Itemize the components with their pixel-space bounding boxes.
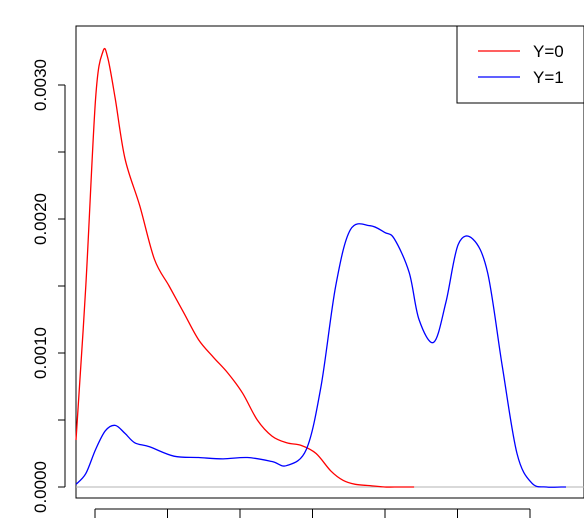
y-tick-label: 0.0000 <box>31 461 50 513</box>
x-axis <box>94 508 531 518</box>
y-tick-label: 0.0030 <box>31 59 50 111</box>
y-axis: 0.0000 0.0010 0.0020 0.0030 <box>31 59 66 513</box>
series-line-y0 <box>75 47 415 488</box>
legend-label-y1: Y=1 <box>533 68 564 87</box>
legend: Y=0 Y=1 <box>456 25 584 104</box>
legend-label-y0: Y=0 <box>533 42 564 61</box>
y-tick-label: 0.0020 <box>31 193 50 245</box>
series-layer <box>75 47 567 488</box>
legend-box <box>456 25 584 104</box>
plot-frame <box>75 25 584 499</box>
y-tick-label: 0.0010 <box>31 327 50 379</box>
series-line-y1 <box>75 223 567 488</box>
